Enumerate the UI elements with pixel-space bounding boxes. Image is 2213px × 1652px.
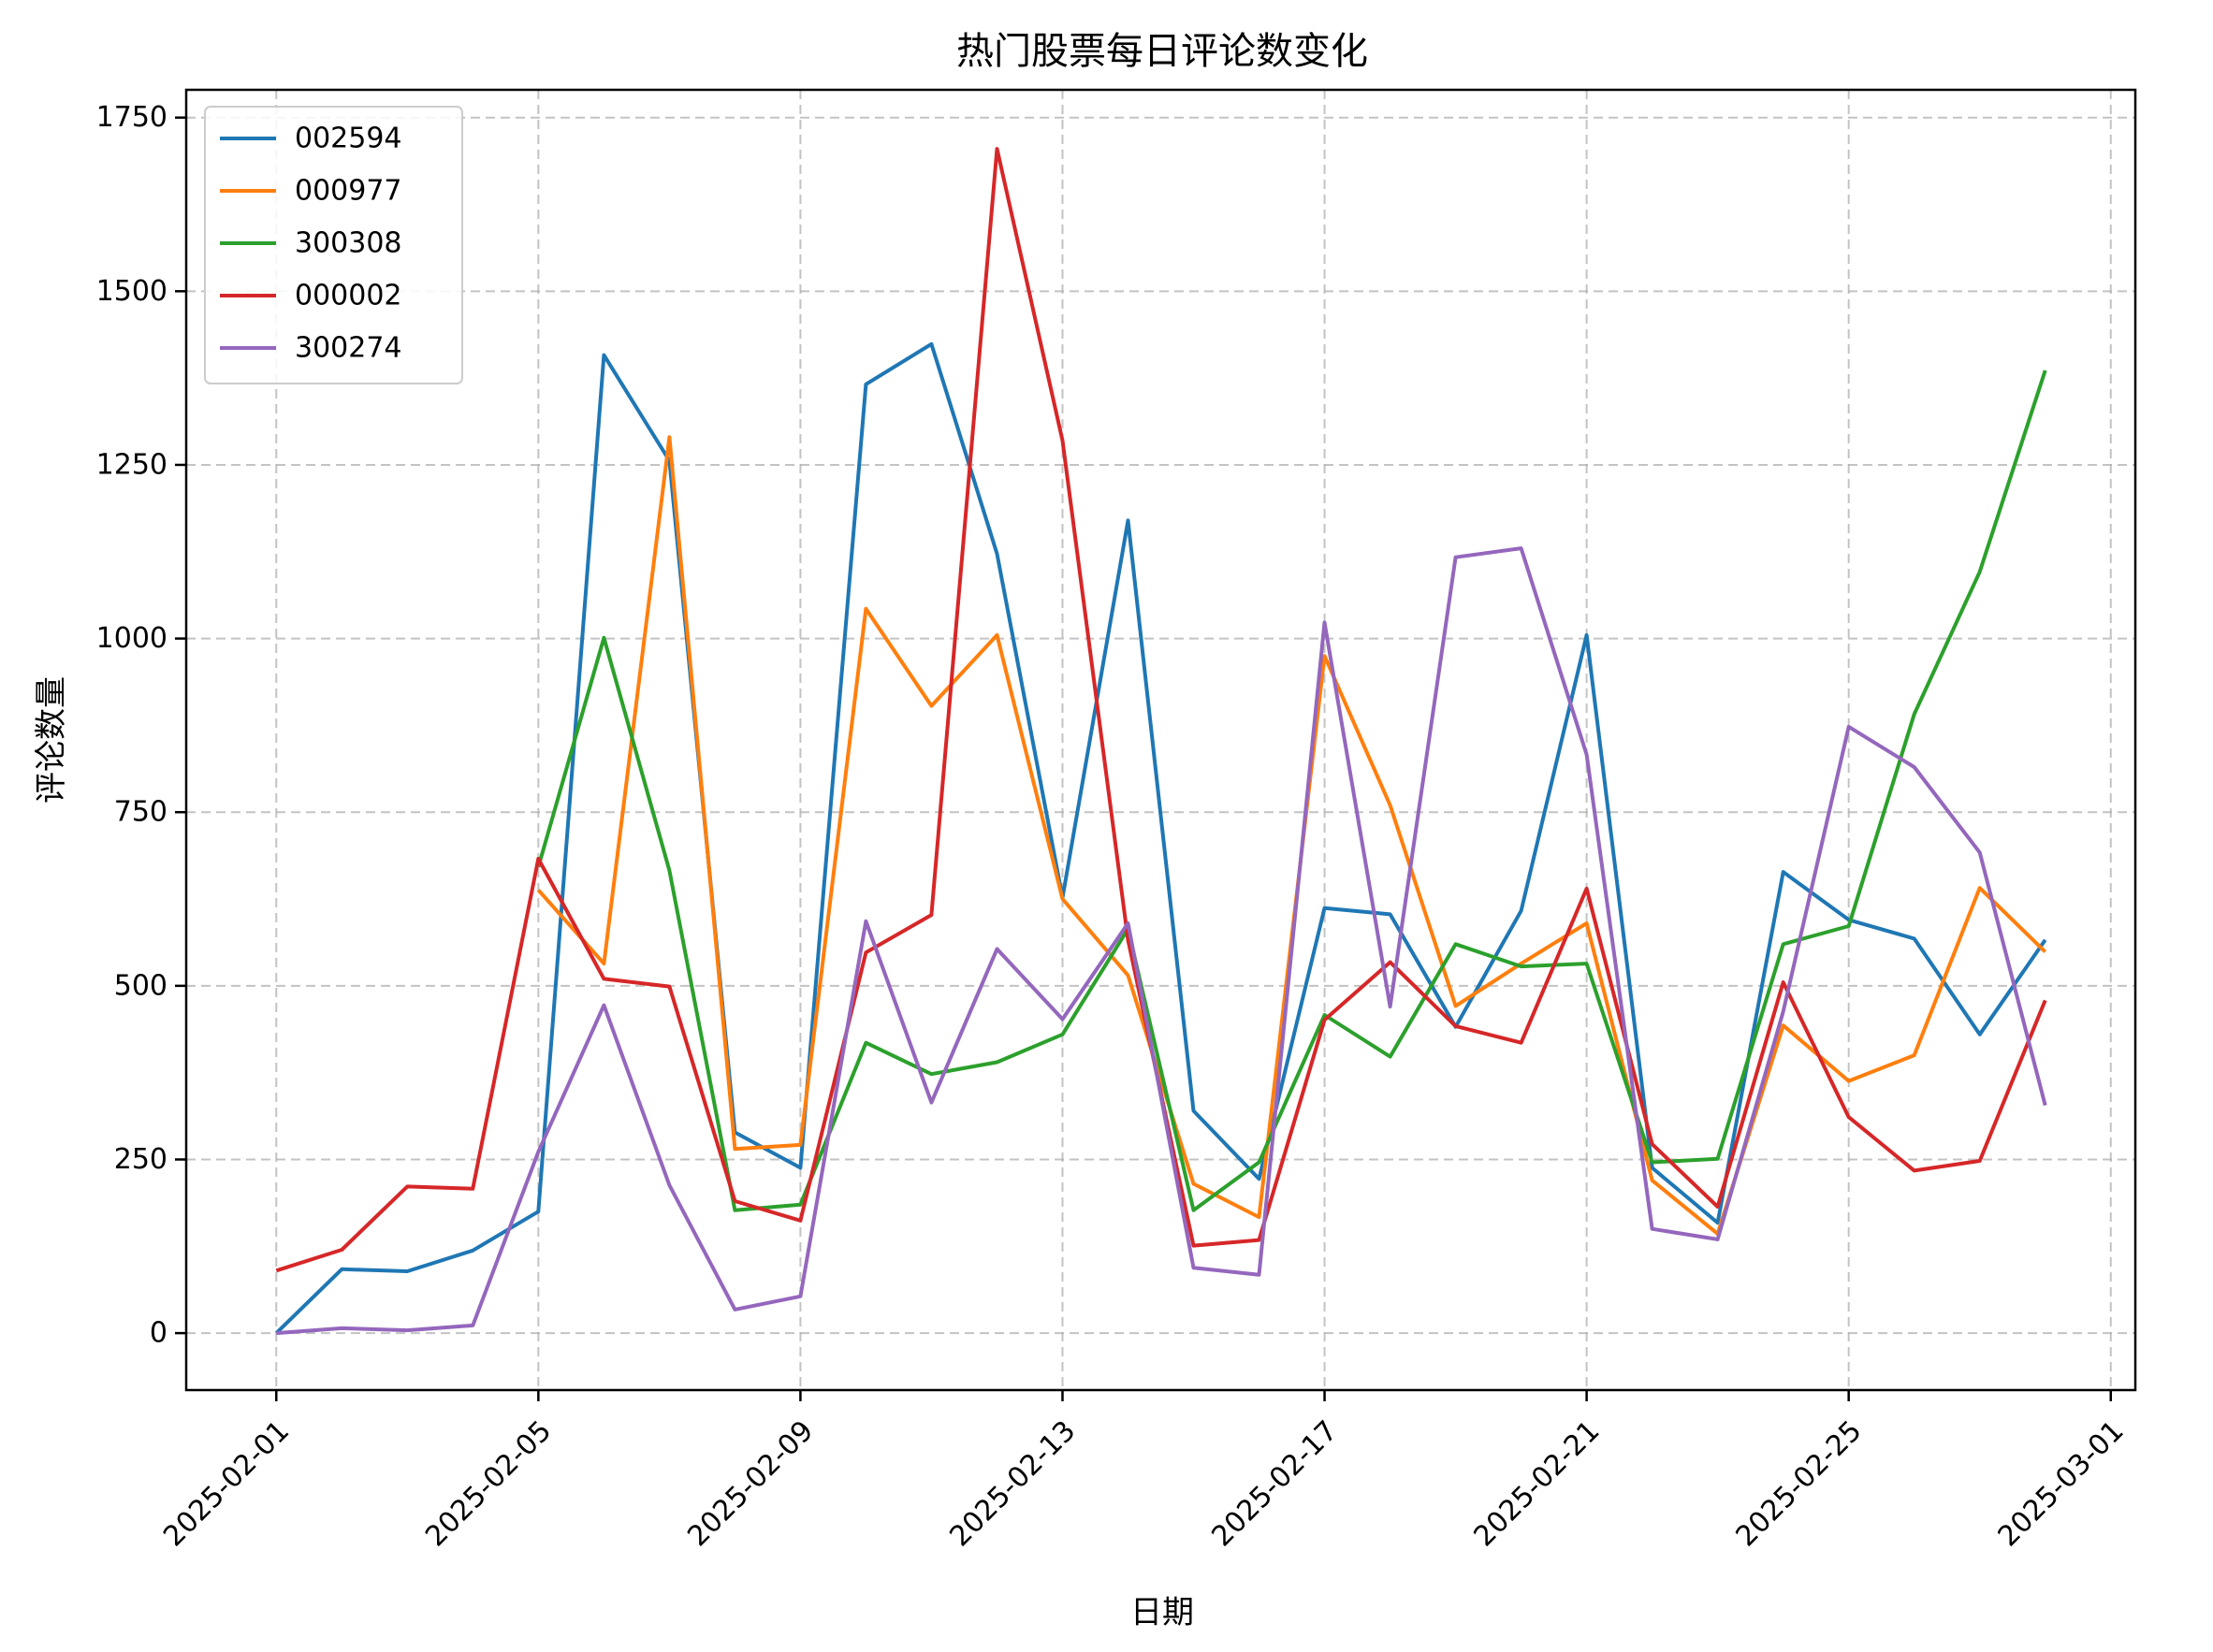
legend-label: 300308 (295, 227, 402, 260)
y-tick-label: 1500 (96, 275, 167, 308)
y-axis-ticks: 0 250 500 750 1000 1250 1500 1750 (96, 101, 186, 1350)
legend: 002594 000977 300308 000002 300274 (204, 106, 463, 384)
x-tick-label: 2025-02-13 (943, 1414, 1082, 1553)
x-tick-label: 2025-03-01 (1992, 1414, 2131, 1553)
x-tick-label: 2025-02-01 (157, 1414, 296, 1553)
y-tick-label: 1000 (96, 622, 167, 655)
grid-lines (186, 90, 2135, 1390)
y-tick-label: 500 (114, 969, 167, 1002)
legend-label: 000977 (295, 175, 402, 208)
x-tick-label: 2025-02-25 (1730, 1414, 1869, 1553)
y-tick-label: 0 (150, 1317, 167, 1350)
x-tick-label: 2025-02-09 (681, 1414, 820, 1553)
plot-frame (184, 88, 2137, 1392)
y-tick-label: 1750 (96, 101, 167, 134)
y-tick-label: 750 (114, 796, 167, 829)
x-tick-label: 2025-02-05 (419, 1414, 558, 1553)
legend-label: 000002 (295, 280, 402, 312)
x-axis-ticks: 2025-02-01 2025-02-05 2025-02-09 2025-02-13… (157, 1390, 2131, 1553)
series-line-000977 (536, 435, 2047, 1236)
x-axis-label: 日期 (1130, 1594, 1194, 1631)
series-lines (274, 147, 2047, 1336)
legend-label: 002594 (295, 123, 402, 155)
x-tick-label: 2025-02-21 (1467, 1414, 1606, 1553)
y-axis-label: 评论数量 (33, 676, 70, 804)
y-tick-label: 1250 (96, 448, 167, 481)
legend-label: 300274 (295, 332, 402, 365)
series-line-002594 (274, 341, 2047, 1335)
x-tick-label: 2025-02-17 (1205, 1414, 1344, 1553)
y-tick-label: 250 (114, 1143, 167, 1176)
series-line-300274 (276, 546, 2047, 1336)
chart-title: 热门股票每日评论数变化 (956, 30, 1368, 73)
legend-box (204, 106, 463, 384)
series-line-300308 (536, 370, 2047, 1212)
